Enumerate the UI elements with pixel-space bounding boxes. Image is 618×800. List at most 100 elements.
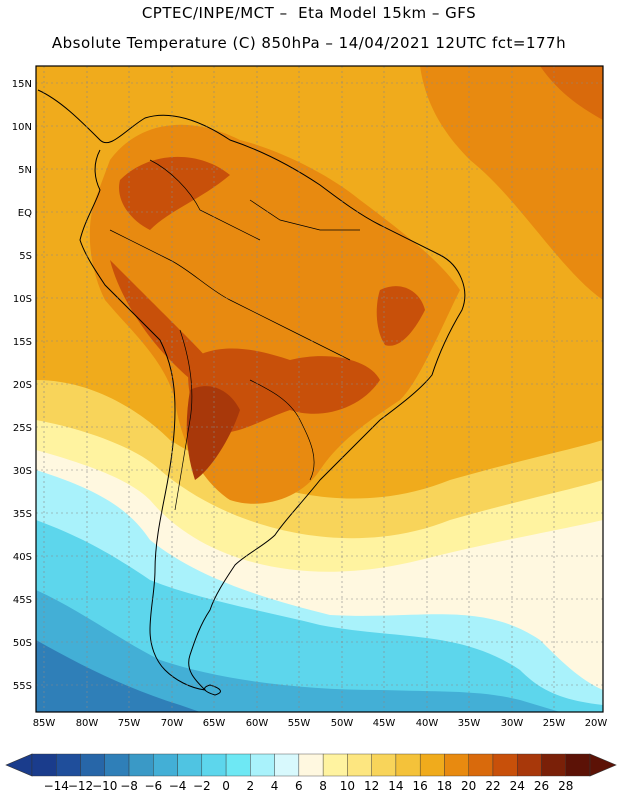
colorbar-swatch [80,753,105,777]
chart-title-line2: Absolute Temperature (C) 850hPa – 14/04/… [51,34,567,52]
lon-label: 20W [585,718,608,729]
map-frame [35,65,604,713]
colorbar-swatch [517,753,542,777]
colorbar-tick-label: 26 [534,779,549,793]
coastline-tierra-del-fuego [204,684,221,696]
colorbar-swatch [201,753,227,777]
field-ne-hot [540,66,603,120]
lat-label: 20S [13,380,32,391]
border-peru-brazil [109,229,231,301]
colorbar-tick-label: 16 [413,779,428,793]
border-chile-argentina [174,329,193,511]
colorbar-tick-label: 24 [510,779,525,793]
colorbar-swatch [56,753,81,777]
colorbar-swatch [177,753,203,777]
colorbar-tick-label: 10 [340,779,355,793]
lon-label: 35W [458,718,481,729]
colorbar-tick-label: 6 [295,779,303,793]
colorbar-tick-label: 12 [364,779,379,793]
country-borders [109,159,360,511]
colorbar-swatch [395,753,421,777]
lat-label: 15N [12,79,32,90]
colorbar-swatch [274,753,300,777]
colorbar-tick-label: 22 [485,779,500,793]
border-bolivia-brazil [229,299,351,361]
temperature-field [36,66,603,712]
colorbar-arrow-right [589,753,617,777]
colorbar-swatch [322,753,348,777]
lon-axis: 85W 80W 75W 70W 65W 60W 55W 50W 45W 40W … [33,718,608,729]
colorbar-arrow-left [5,753,33,777]
lat-label: 50S [13,638,32,649]
lon-label: 40W [416,718,439,729]
field-band-neg8 [36,640,200,712]
colorbar-tick-label: −2 [193,779,211,793]
colorbar-swatch [541,753,566,777]
field-continent-warm [89,124,460,504]
lon-label: 25W [543,718,566,729]
colorbar-swatch [225,753,251,777]
colorbar-tick-label: 0 [222,779,230,793]
colorbar-swatch [104,753,130,777]
colorbar-tick-label: 14 [388,779,403,793]
lon-label: 80W [76,718,99,729]
coastline [37,89,466,696]
border-guianas [249,199,360,231]
lat-label: 10N [12,122,32,133]
lon-label: 65W [203,718,226,729]
lat-axis: 15N 10N 5N EQ 5S 10S 15S 20S 25S 30S 35S… [12,79,32,692]
lon-label: 45W [373,718,396,729]
lon-label: 50W [331,718,354,729]
lon-label: 75W [118,718,141,729]
lon-label: 55W [288,718,311,729]
border-colombia-venezuela [149,159,261,241]
colorbar-tick-label: −10 [92,779,117,793]
field-ne-warm [420,66,603,300]
colorbar-tick-label: −6 [144,779,162,793]
lat-label: 55S [13,681,32,692]
colorbar-swatch [565,753,591,777]
colorbar-swatch [492,753,518,777]
colorbar: −14−12−10 −8 −6 −4 −2 0 2 4 6 8 10 12 14 16 18 20 22 24 26… [5,753,617,793]
colorbar-swatch [298,753,324,777]
colorbar-swatch [371,753,397,777]
lon-label: 70W [161,718,184,729]
colorbar-tick-label: 8 [319,779,327,793]
colorbar-tick-label: −8 [120,779,138,793]
lon-label: 30W [501,718,524,729]
colorbar-swatch [250,753,275,777]
lat-label: 30S [13,466,32,477]
lat-label: EQ [18,208,32,219]
colorbar-tick-label: 18 [437,779,452,793]
colorbar-swatch [444,753,469,777]
colorbar-swatch [419,753,445,777]
colorbar-tick-label: 20 [461,779,476,793]
field-band-neg4 [36,590,560,712]
colorbar-swatch [128,753,154,777]
lat-label: 5S [19,251,32,262]
lat-label: 15S [13,337,32,348]
lat-label: 35S [13,509,32,520]
chart-title-line1: CPTEC/INPE/MCT – Eta Model 15km – GFS [141,4,477,22]
field-hottest-chaco [186,386,240,480]
lon-label: 60W [246,718,269,729]
coastline-continent [37,89,466,691]
colorbar-swatch [31,753,57,777]
lon-label: 85W [33,718,56,729]
field-band-2 [36,520,603,712]
lat-label: 5N [18,165,32,176]
field-hot-ne-brazil [376,286,425,346]
colorbar-swatch [153,753,178,777]
lat-label: 25S [13,423,32,434]
colorbar-tick-label: 28 [558,779,573,793]
colorbar-tick-label: −4 [169,779,187,793]
colorbar-tick-label: 2 [247,779,255,793]
lat-label: 10S [13,294,32,305]
colorbar-swatch [347,753,372,777]
colorbar-tick-label: −14 [44,779,69,793]
colorbar-tick-label: −12 [68,779,93,793]
border-paraguay [249,379,315,481]
lat-label: 40S [13,552,32,563]
colorbar-tick-label: 4 [271,779,279,793]
